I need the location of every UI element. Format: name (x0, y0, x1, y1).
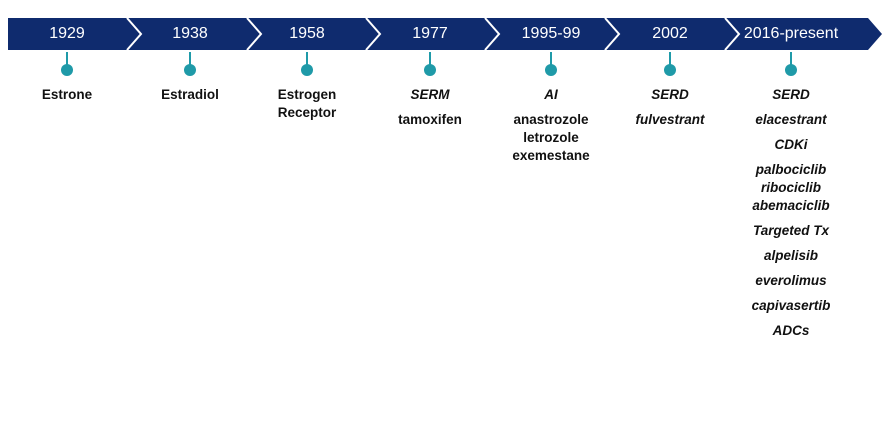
spacer (366, 104, 494, 111)
spacer (727, 154, 855, 161)
entry-text: alpelisib (763, 248, 819, 263)
spacer (727, 265, 855, 272)
entry-text: tamoxifen (398, 112, 462, 127)
timeline-entry: SERD elacestrant CDKi palbociclib ribociclib… (727, 86, 855, 340)
banner-segment (486, 18, 620, 50)
banner-separator (365, 17, 382, 51)
entry-text: SERD (651, 87, 689, 102)
entry-text: AI (544, 87, 558, 102)
timeline-year: 1977 (412, 25, 448, 42)
entry-text: Estradiol (161, 87, 219, 102)
timeline-year: 1958 (289, 25, 325, 42)
marker-stem (550, 52, 552, 66)
entry-text: Targeted Tx (752, 223, 830, 238)
banner-segment (248, 18, 382, 50)
banner-segment (367, 18, 501, 50)
entry-text: fulvestrant (635, 112, 705, 127)
timeline-entry: SERD fulvestrant (606, 86, 734, 129)
spacer (727, 215, 855, 222)
entry-text: CDKi (774, 137, 808, 152)
timeline-entry: SERM tamoxifen (366, 86, 494, 129)
timeline-entry: Estradiol (126, 86, 254, 104)
entry-text: anastrozole (513, 112, 589, 127)
banner-segment (726, 18, 882, 50)
marker-dot (184, 64, 196, 76)
entry-text: everolimus (755, 273, 827, 288)
banner-segment (128, 18, 262, 50)
banner-separator (724, 17, 741, 51)
spacer (727, 104, 855, 111)
timeline-banner (8, 17, 882, 51)
timeline-entry: Estrogen Receptor (243, 86, 371, 122)
timeline-year: 1938 (172, 25, 208, 42)
marker-dot (545, 64, 557, 76)
entry-text: elacestrant (755, 112, 827, 127)
banner-separator (246, 17, 263, 51)
entry-text: Receptor (277, 105, 337, 120)
entry-text: exemestane (512, 148, 590, 163)
marker-stem (66, 52, 68, 66)
banner-separator (126, 17, 143, 51)
marker-stem (790, 52, 792, 66)
spacer (487, 104, 615, 111)
spacer (727, 129, 855, 136)
marker-dot (301, 64, 313, 76)
marker-dot (61, 64, 73, 76)
spacer (727, 240, 855, 247)
timeline-entry: AI anastrozole letrozole exemestane (487, 86, 615, 165)
timeline-year: 1929 (49, 25, 85, 42)
banner-segment (606, 18, 740, 50)
entry-text: palbociclib (755, 162, 827, 177)
spacer (727, 290, 855, 297)
marker-dot (664, 64, 676, 76)
marker-stem (669, 52, 671, 66)
marker-dot (424, 64, 436, 76)
entry-text: SERD (772, 87, 810, 102)
entry-text: Estrone (41, 87, 93, 102)
entry-text: Estrogen (277, 87, 337, 102)
marker-dot (785, 64, 797, 76)
banner-segment (8, 18, 142, 50)
marker-stem (189, 52, 191, 66)
marker-stem (306, 52, 308, 66)
entry-text: ADCs (772, 323, 810, 338)
entry-text: capivasertib (751, 298, 831, 313)
timeline-year: 2016-present (743, 25, 839, 42)
banner-separator (604, 17, 621, 51)
spacer (727, 315, 855, 322)
entry-text: ribociclib (760, 180, 821, 195)
timeline-entry: Estrone (3, 86, 131, 104)
timeline-year: 1995-99 (521, 25, 581, 42)
banner-separator (484, 17, 501, 51)
entry-text: letrozole (523, 130, 579, 145)
entry-text: SERM (410, 87, 450, 102)
marker-stem (429, 52, 431, 66)
spacer (606, 104, 734, 111)
timeline-year: 2002 (652, 25, 688, 42)
entry-text: abemaciclib (752, 198, 830, 213)
